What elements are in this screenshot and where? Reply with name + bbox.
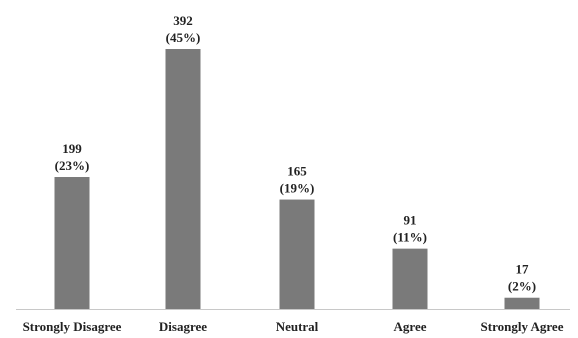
value-labels-group: 199 (23%) 392 (45%) 165 (19%) 91 (11%) 17 (2%)	[55, 13, 536, 294]
x-tick-labels-group: Strongly Disagree Disagree Neutral Agree Str…	[23, 319, 564, 334]
bar-neutral	[279, 199, 315, 309]
x-tick-label: Neutral	[276, 319, 319, 334]
bar-strongly-agree	[504, 297, 540, 309]
value-label-percent: (23%)	[55, 158, 90, 173]
value-label-percent: (45%)	[166, 30, 201, 45]
x-tick-label: Strongly Agree	[481, 319, 564, 334]
value-label-count: 392	[173, 13, 193, 28]
value-label-count: 17	[516, 262, 530, 277]
value-label-count: 199	[62, 141, 82, 156]
value-label-count: 91	[404, 213, 417, 228]
value-label-count: 165	[287, 164, 307, 179]
x-tick-label: Agree	[394, 319, 427, 334]
value-label-percent: (19%)	[280, 181, 315, 196]
x-tick-label: Disagree	[159, 319, 207, 334]
value-label-percent: (2%)	[508, 279, 536, 294]
bar-agree	[392, 248, 428, 309]
x-tick-label: Strongly Disagree	[23, 319, 122, 334]
bar-disagree	[165, 49, 201, 309]
value-label-percent: (11%)	[393, 230, 427, 245]
bar-strongly-disagree	[54, 177, 90, 309]
bars-group	[54, 49, 540, 309]
